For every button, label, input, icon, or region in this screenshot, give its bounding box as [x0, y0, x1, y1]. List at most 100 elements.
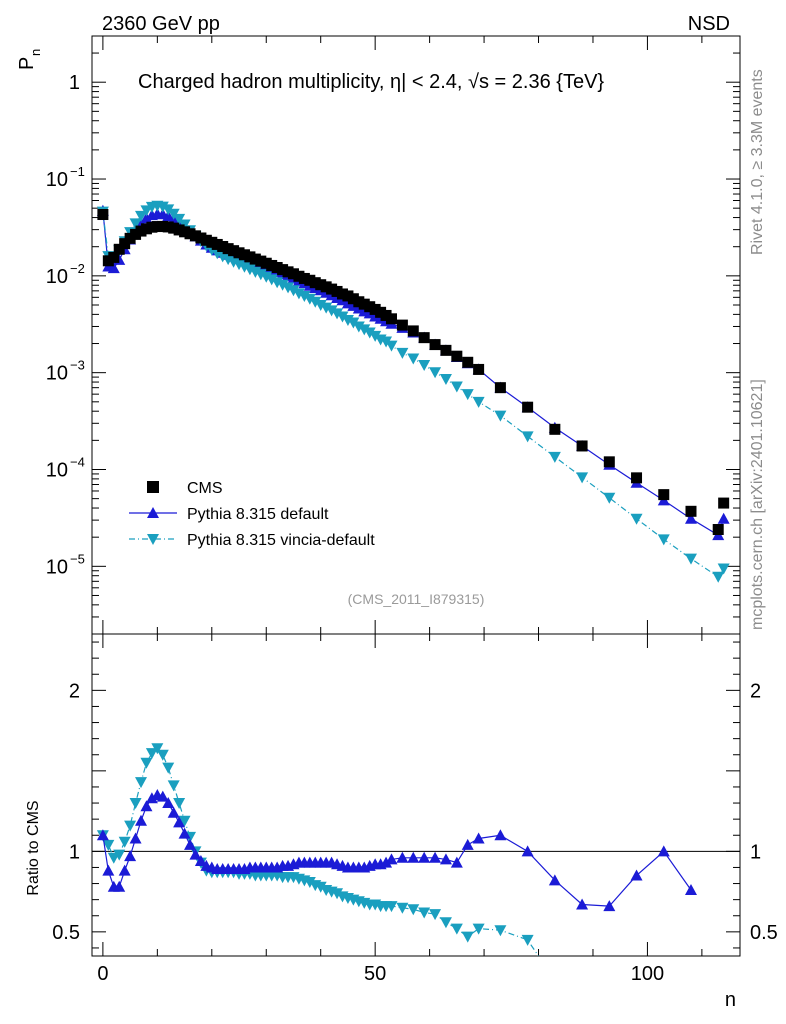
ratio-point-pythia-8-315-vincia-default — [102, 839, 115, 851]
main-point-cms — [658, 489, 670, 501]
ratio-ylabel: Ratio to CMS — [25, 800, 42, 895]
ratio-point-pythia-8-315-vincia-default — [521, 934, 534, 946]
legend-marker-vincia-default — [147, 534, 159, 545]
ratio-point-pythia-8-315-vincia-default — [303, 876, 316, 888]
ratio-point-pythia-8-315-default — [603, 900, 616, 912]
ratio-point-pythia-8-315-vincia-default — [429, 909, 442, 921]
main-point-pythia-8-315-vincia-default — [287, 285, 300, 297]
x-axis-label: n — [725, 989, 736, 1011]
ratio-point-pythia-8-315-default — [145, 792, 158, 804]
ratio-point-pythia-8-315-default — [521, 845, 534, 857]
ratio-point-pythia-8-315-default — [548, 874, 561, 886]
main-point-pythia-8-315-vincia-default — [135, 210, 148, 222]
ratio-point-pythia-8-315-vincia-default — [407, 904, 420, 916]
ratio-point-pythia-8-315-default — [178, 827, 191, 839]
y-tick-label-exponent: −4 — [70, 454, 85, 469]
main-point-pythia-8-315-vincia-default — [331, 308, 344, 320]
main-point-pythia-8-315-vincia-default — [265, 274, 278, 286]
main-point-pythia-8-315-vincia-default — [282, 282, 295, 294]
ratio-point-pythia-8-315-vincia-default — [167, 780, 180, 792]
main-point-pythia-8-315-vincia-default — [576, 472, 589, 484]
main-point-cms — [473, 363, 485, 375]
main-point-pythia-8-315-vincia-default — [369, 330, 382, 342]
main-point-cms — [712, 524, 724, 536]
ratio-point-pythia-8-315-default — [494, 829, 507, 841]
ratio-point-pythia-8-315-default — [173, 816, 186, 828]
ratio-point-pythia-8-315-default — [118, 864, 131, 876]
main-point-pythia-8-315-vincia-default — [472, 396, 485, 408]
ratio-point-pythia-8-315-default — [429, 851, 442, 863]
ratio-point-pythia-8-315-default — [407, 851, 420, 863]
x-tick-label: 50 — [364, 963, 386, 985]
ratio-point-pythia-8-315-vincia-default — [113, 849, 126, 861]
main-point-cms — [462, 356, 474, 368]
ratio-point-pythia-8-315-vincia-default — [461, 931, 474, 943]
ratio-point-pythia-8-315-vincia-default — [314, 881, 327, 893]
main-point-pythia-8-315-default — [717, 512, 730, 524]
y-tick-label: 1 — [69, 72, 80, 94]
y-tick-label: 10 — [46, 556, 68, 578]
title-suffix: = 2.36 {TeV} — [489, 71, 604, 93]
header-right: NSD — [688, 13, 730, 35]
main-ylabel: P — [16, 57, 38, 70]
main-point-cms — [385, 313, 397, 325]
main-point-cms — [440, 344, 452, 356]
legend-label-vincia-default: Pythia 8.315 vincia-default — [187, 532, 375, 549]
side-text-rivet: Rivet 4.1.0, ≥ 3.3M events — [749, 69, 766, 255]
ratio-point-pythia-8-315-vincia-default — [145, 748, 158, 760]
ratio-point-pythia-8-315-default — [124, 850, 137, 862]
ratio-point-pythia-8-315-default — [156, 790, 169, 802]
ratio-point-pythia-8-315-vincia-default — [118, 836, 131, 848]
main-point-pythia-8-315-vincia-default — [352, 321, 365, 333]
ratio-point-pythia-8-315-vincia-default — [173, 798, 186, 810]
ratio-point-pythia-8-315-vincia-default — [396, 902, 409, 914]
main-series — [96, 200, 730, 583]
main-point-pythia-8-315-vincia-default — [358, 324, 371, 336]
x-tick-label: 0 — [97, 963, 108, 985]
ratio-y-tick-label-left: 0.5 — [52, 922, 80, 944]
y-tick-label-exponent: −5 — [70, 551, 85, 566]
y-tick-label-exponent: −2 — [70, 261, 85, 276]
ratio-point-pythia-8-315-vincia-default — [439, 917, 452, 929]
y-tick-label: 10 — [46, 459, 68, 481]
main-point-pythia-8-315-vincia-default — [320, 302, 333, 314]
ratio-point-pythia-8-315-default — [167, 806, 180, 818]
y-tick-label-exponent: −3 — [70, 358, 85, 373]
ratio-y-tick-label-right: 0.5 — [750, 922, 778, 944]
ratio-point-pythia-8-315-default — [461, 838, 474, 850]
ratio-series-clipped — [96, 743, 697, 956]
ratio-y-tick-label-left: 1 — [69, 841, 80, 863]
ratio-point-pythia-8-315-default — [96, 829, 109, 841]
main-point-pythia-8-315-vincia-default — [684, 553, 697, 565]
main-point-cms — [108, 251, 120, 263]
ratio-point-pythia-8-315-default — [113, 880, 126, 892]
ratio-point-pythia-8-315-vincia-default — [140, 757, 153, 769]
ratio-point-pythia-8-315-default — [576, 898, 589, 910]
main-point-cms — [549, 423, 561, 435]
main-point-pythia-8-315-vincia-default — [396, 347, 409, 359]
main-y-axis-label: P n — [16, 49, 43, 70]
main-ylabel-sub: n — [28, 49, 43, 56]
chart-title: Charged hadron multiplicity, η| < 2.4, √… — [138, 71, 604, 93]
main-point-pythia-8-315-vincia-default — [461, 389, 474, 401]
ratio-point-pythia-8-315-vincia-default — [124, 820, 137, 832]
ratio-point-pythia-8-315-default — [129, 832, 142, 844]
x-tick-label: 100 — [631, 963, 664, 985]
ratio-point-pythia-8-315-vincia-default — [151, 743, 164, 755]
main-point-cms — [685, 505, 697, 517]
y-tick-label: 10 — [46, 266, 68, 288]
title-eta: η| < 2.4, — [390, 71, 468, 93]
ratio-point-pythia-8-315-default — [380, 856, 393, 868]
title-prefix: Charged hadron multiplicity, — [138, 71, 390, 93]
ratio-point-pythia-8-315-default — [630, 869, 643, 881]
header-left: 2360 GeV pp — [102, 13, 220, 35]
ratio-point-pythia-8-315-vincia-default — [418, 907, 431, 919]
ratio-point-pythia-8-315-default — [418, 851, 431, 863]
ratio-point-pythia-8-315-default — [657, 845, 670, 857]
ratio-line-pythia-8-315-vincia-default — [102, 747, 539, 956]
main-point-pythia-8-315-default — [684, 512, 697, 524]
main-point-cms — [113, 243, 125, 255]
ratio-point-pythia-8-315-default — [184, 838, 197, 850]
main-point-pythia-8-315-vincia-default — [439, 374, 452, 386]
